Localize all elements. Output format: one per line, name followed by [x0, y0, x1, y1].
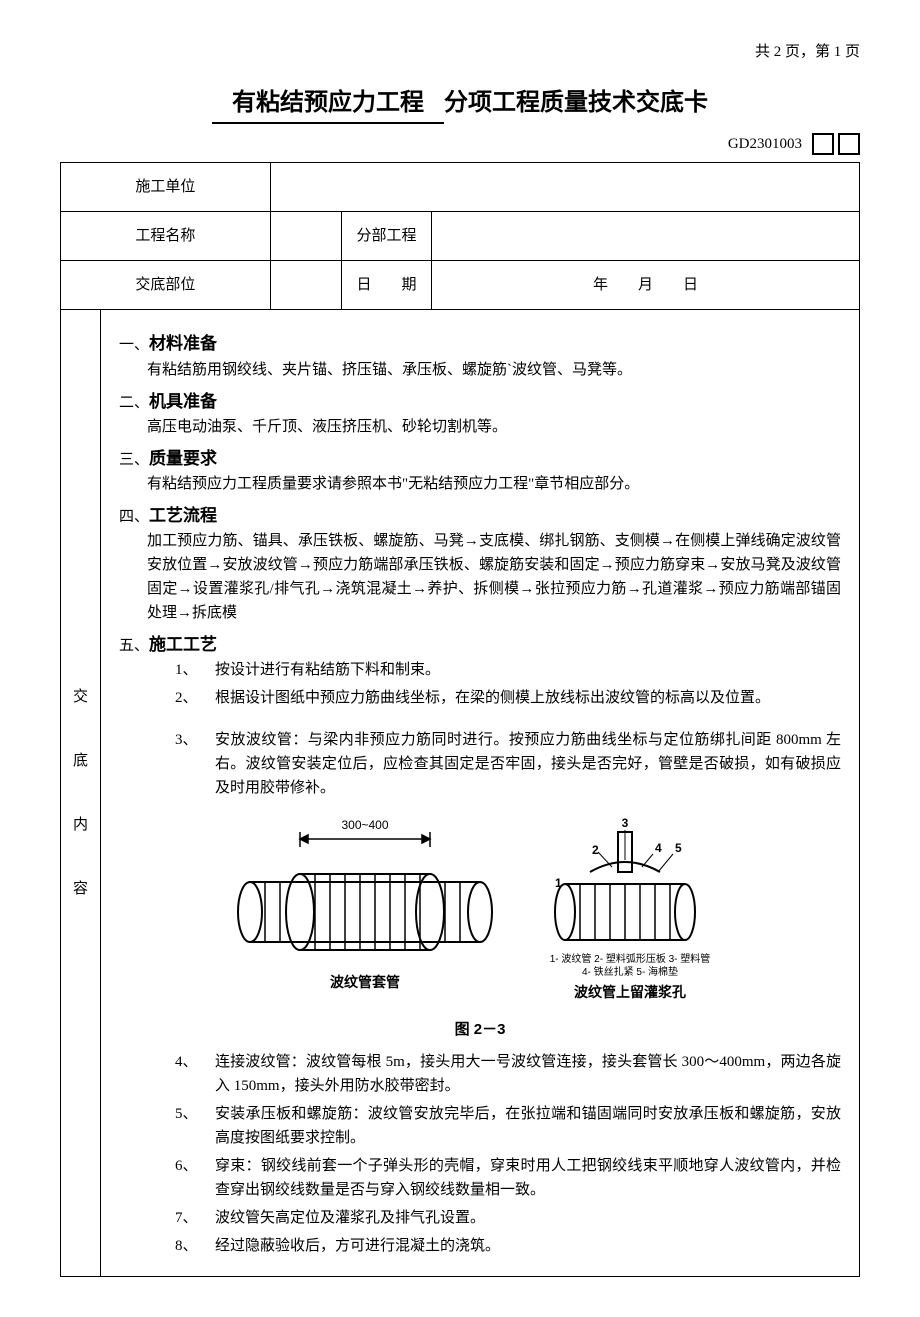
svg-text:4: 4: [655, 841, 662, 855]
list-item: 3、安放波纹管：与梁内非预应力筋同时进行。按预应力筋曲线坐标与定位筋绑扎间距 8…: [175, 728, 841, 800]
section-1-body: 有粘结筋用钢绞线、夹片锚、挤压锚、承压板、螺旋筋`波纹管、马凳等。: [119, 358, 841, 382]
figure-block: 300~400: [119, 812, 841, 1042]
code-box: [838, 133, 860, 155]
table-row: 工程名称 分部工程: [61, 212, 860, 261]
date-value[interactable]: 年 月 日: [432, 261, 860, 310]
procedure-list: 4、连接波纹管：波纹管每根 5m，接头用大一号波纹管连接，接头套管长 300～4…: [119, 1050, 841, 1258]
section-4-head: 四、工艺流程: [119, 502, 841, 529]
part-value[interactable]: [270, 261, 341, 310]
section-5-head: 五、施工工艺: [119, 631, 841, 658]
fig-right-caption: 波纹管上留灌浆孔: [574, 984, 686, 1000]
title-suffix: 分项工程质量技术交底卡: [444, 84, 708, 122]
construction-unit-label: 施工单位: [61, 163, 271, 212]
list-item: 6、穿束：钢绞线前套一个子弹头形的壳帽，穿束时用人工把钢绞线束平顺地穿人波纹管内…: [175, 1154, 841, 1202]
svg-text:3: 3: [622, 816, 629, 830]
svg-text:2: 2: [592, 843, 599, 857]
content-vertical-label: 交 底 内 容: [61, 310, 101, 1277]
part-label: 交底部位: [61, 261, 271, 310]
list-item: 5、安装承压板和螺旋筋：波纹管安放完毕后，在张拉端和锚固端同时安放承压板和螺旋筋…: [175, 1102, 841, 1150]
section-2-body: 高压电动油泵、千斤顶、液压挤压机、砂轮切割机等。: [119, 415, 841, 439]
construction-unit-value[interactable]: [270, 163, 859, 212]
list-item: 1、按设计进行有粘结筋下料和制束。: [175, 658, 841, 682]
fig-legend-1: 1- 波纹管 2- 塑料弧形压板 3- 塑料管: [550, 952, 711, 965]
section-3-body: 有粘结预应力工程质量要求请参照本书"无粘结预应力工程"章节相应部分。: [119, 472, 841, 496]
subpart-value[interactable]: [432, 212, 860, 261]
procedure-list: 1、按设计进行有粘结筋下料和制束。 2、根据设计图纸中预应力筋曲线坐标，在梁的侧…: [119, 658, 841, 710]
fig-legend-2: 4- 铁丝扎紧 5- 海棉垫: [582, 965, 678, 978]
code-boxes: [812, 133, 860, 155]
list-item: 4、连接波纹管：波纹管每根 5m，接头用大一号波纹管连接，接头套管长 300～4…: [175, 1050, 841, 1098]
figure-svg: 300~400: [220, 812, 740, 1012]
form-code: GD2301003: [728, 132, 802, 156]
title-project: 有粘结预应力工程: [212, 84, 444, 124]
list-item: 8、经过隐蔽验收后，方可进行混凝土的浇筑。: [175, 1234, 841, 1258]
section-3-head: 三、质量要求: [119, 445, 841, 472]
section-4-body: 加工预应力筋、锚具、承压铁板、螺旋筋、马凳→支底模、绑扎钢筋、支侧模→在侧模上弹…: [119, 529, 841, 625]
list-item: 7、波纹管矢高定位及灌浆孔及排气孔设置。: [175, 1206, 841, 1230]
section-2-head: 二、机具准备: [119, 388, 841, 415]
list-item: 2、根据设计图纸中预应力筋曲线坐标，在梁的侧模上放线标出波纹管的标高以及位置。: [175, 686, 841, 710]
content-cell: 一、材料准备 有粘结筋用钢绞线、夹片锚、挤压锚、承压板、螺旋筋`波纹管、马凳等。…: [101, 310, 860, 1277]
procedure-list: 3、安放波纹管：与梁内非预应力筋同时进行。按预应力筋曲线坐标与定位筋绑扎间距 8…: [119, 728, 841, 800]
figure-caption: 图 2－3: [119, 1018, 841, 1042]
dim-label: 300~400: [341, 818, 388, 832]
project-name-value[interactable]: [270, 212, 341, 261]
table-row: 交 底 内 容 一、材料准备 有粘结筋用钢绞线、夹片锚、挤压锚、承压板、螺旋筋`…: [61, 310, 860, 1277]
page-number: 共 2 页，第 1 页: [60, 40, 860, 64]
svg-text:1: 1: [555, 876, 562, 890]
form-code-row: GD2301003: [60, 132, 860, 156]
subpart-label: 分部工程: [342, 212, 432, 261]
table-row: 施工单位: [61, 163, 860, 212]
fig-left-caption: 波纹管套管: [330, 974, 400, 990]
svg-text:5: 5: [675, 841, 682, 855]
date-label: 日 期: [342, 261, 432, 310]
project-name-label: 工程名称: [61, 212, 271, 261]
section-1-head: 一、材料准备: [119, 330, 841, 357]
table-row: 交底部位 日 期 年 月 日: [61, 261, 860, 310]
page-title: 有粘结预应力工程 分项工程质量技术交底卡: [60, 84, 860, 124]
code-box: [812, 133, 834, 155]
main-table: 施工单位 工程名称 分部工程 交底部位 日 期 年 月 日 交 底 内 容 一、…: [60, 162, 860, 1277]
